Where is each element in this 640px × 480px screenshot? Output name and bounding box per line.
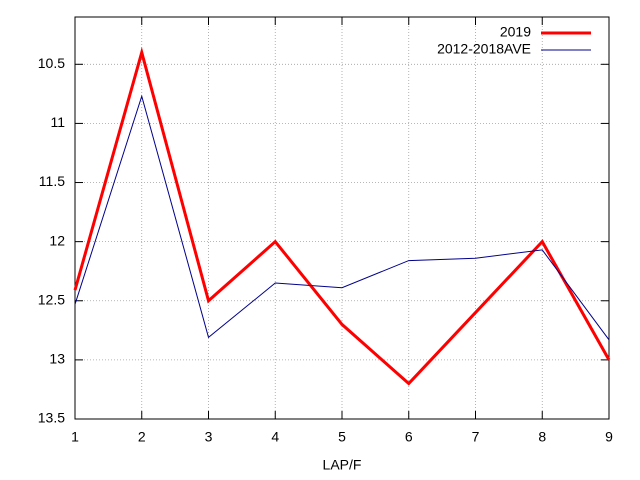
legend-label: 2012-2018AVE xyxy=(437,41,531,57)
x-tick-label: 8 xyxy=(538,429,546,445)
x-tick-label: 3 xyxy=(205,429,213,445)
y-tick-label: 11.5 xyxy=(39,173,65,189)
x-tick-label: 9 xyxy=(605,429,613,445)
series-line xyxy=(73,46,611,386)
y-tick-label: 11 xyxy=(50,114,65,130)
x-tick-label: 2 xyxy=(138,429,146,445)
x-tick-label: 5 xyxy=(338,429,346,445)
x-tick-label: 4 xyxy=(271,429,279,445)
x-axis-label: LAP/F xyxy=(323,457,362,473)
y-tick-label: 12.5 xyxy=(38,291,65,307)
y-tick-label: 13.5 xyxy=(38,410,65,426)
y-tick-label: 12 xyxy=(49,232,65,248)
y-tick-label: 10.5 xyxy=(38,55,65,71)
legend-label: 2019 xyxy=(500,24,531,40)
y-tick-label: 13 xyxy=(49,351,65,367)
x-tick-label: 7 xyxy=(472,429,480,445)
series-line xyxy=(74,94,610,341)
x-tick-label: 6 xyxy=(405,429,413,445)
x-tick-label: 1 xyxy=(71,429,79,445)
plot-frame xyxy=(74,16,610,420)
